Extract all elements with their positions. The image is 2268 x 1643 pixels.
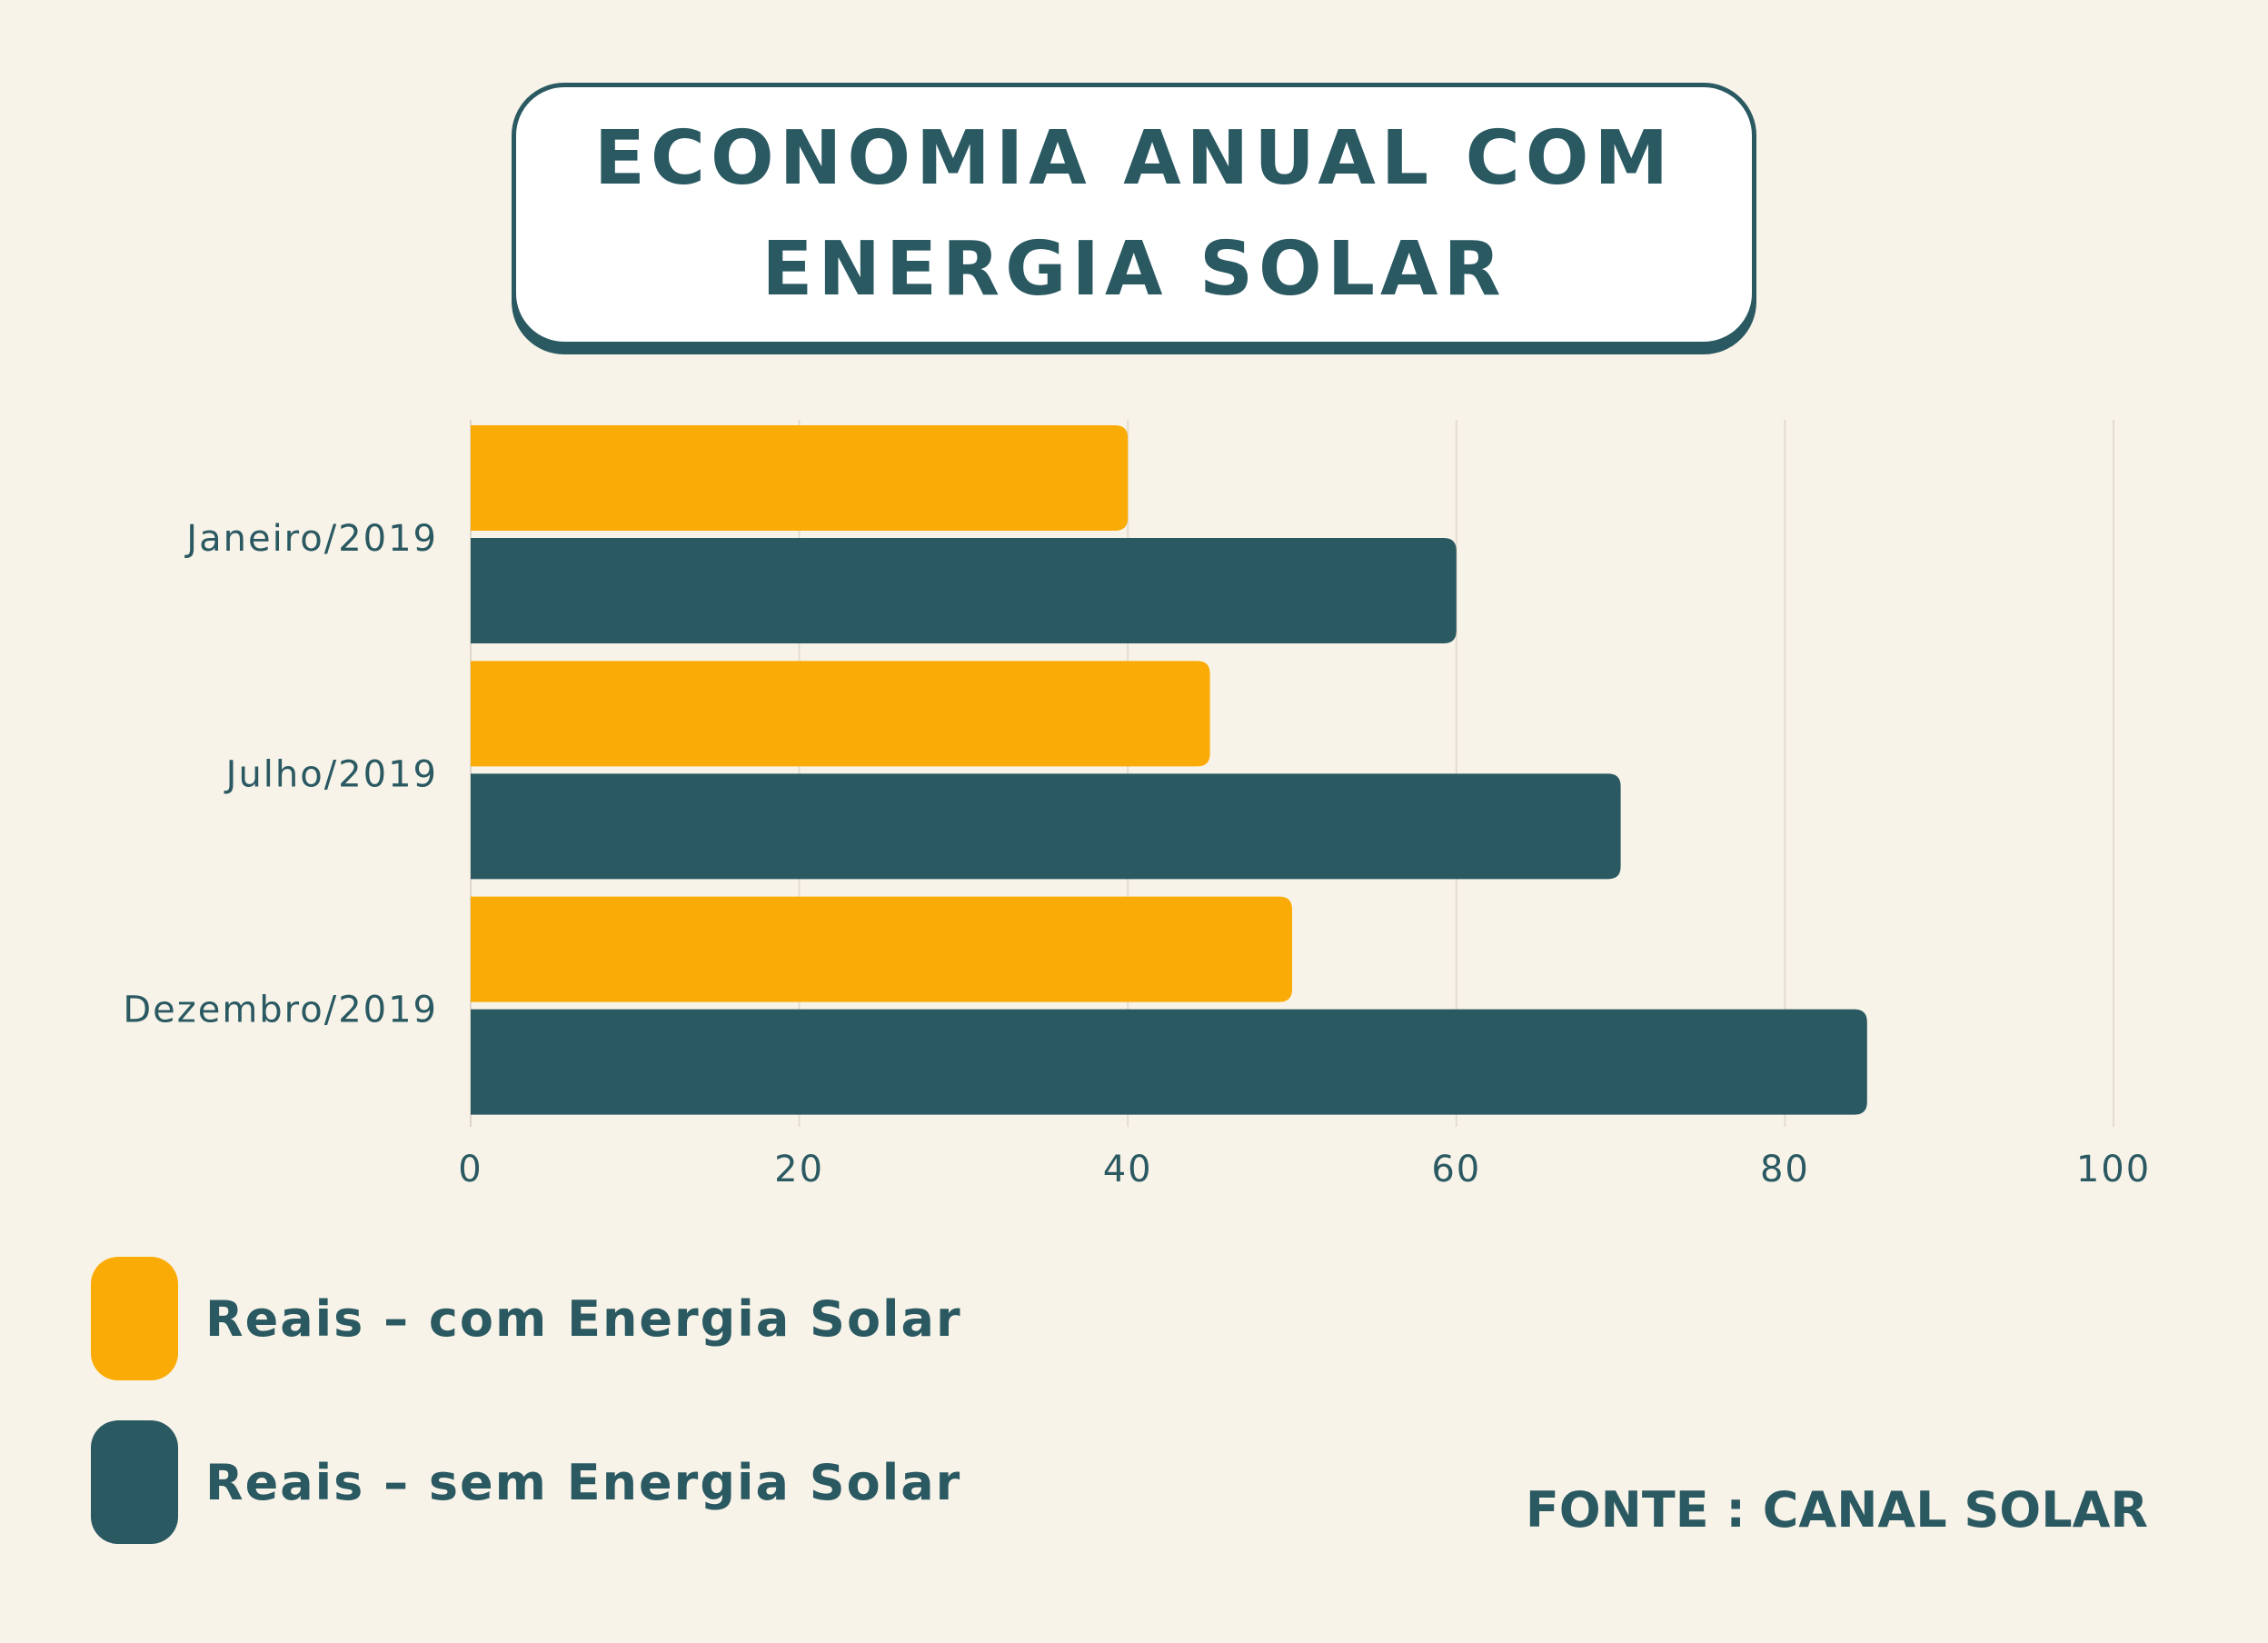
source-credit: FONTE : CANAL SOLAR: [1525, 1481, 2148, 1538]
x-tick-label-0: 0: [458, 1149, 482, 1190]
bar-Dezembro-2019-com: [471, 896, 1292, 1002]
chart-title-line-1: ECONOMIA ANUAL COM: [593, 115, 1675, 202]
chart-title-line-2: ENERGIA SOLAR: [761, 226, 1507, 313]
legend-item-sem-energia: Reais – sem Energia Solar: [91, 1420, 961, 1544]
x-tick-label-80: 80: [1760, 1149, 1810, 1190]
x-tick-label-60: 60: [1431, 1149, 1481, 1190]
title-box: ECONOMIA ANUAL COM ENERGIA SOLAR: [512, 83, 1756, 346]
legend-item-com-energia: Reais – com Energia Solar: [91, 1257, 962, 1380]
bar-Janeiro-2019-com: [471, 425, 1129, 531]
category-label-Janeiro-2019: Janeiro/2019: [184, 518, 438, 560]
legend-label-sem-energia: Reais – sem Energia Solar: [205, 1453, 962, 1511]
x-tick-label-20: 20: [774, 1149, 824, 1190]
legend-swatch-com-energia: [91, 1257, 178, 1380]
legend-swatch-sem-energia: [91, 1420, 178, 1544]
bar-Julho-2019-com: [471, 661, 1210, 767]
x-tick-label-100: 100: [2076, 1149, 2151, 1190]
x-tick-label-40: 40: [1103, 1149, 1153, 1190]
category-label-Dezembro-2019: Dezembro/2019: [123, 990, 438, 1031]
bar-Janeiro-2019-sem: [471, 538, 1457, 643]
category-label-Julho-2019: Julho/2019: [224, 753, 438, 795]
bar-Dezembro-2019-sem: [471, 1009, 1867, 1115]
bar-Julho-2019-sem: [471, 773, 1621, 880]
legend-label-com-energia: Reais – com Energia Solar: [205, 1290, 962, 1348]
